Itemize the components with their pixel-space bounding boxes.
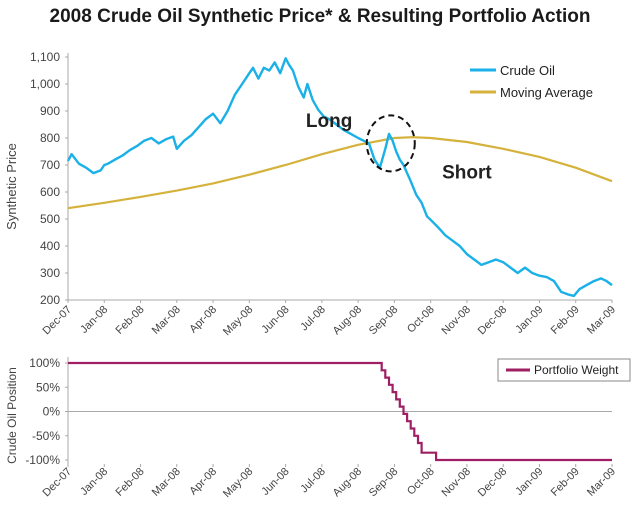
y-tick-label: 400: [40, 239, 60, 253]
chart-title: 2008 Crude Oil Synthetic Price* & Result…: [49, 6, 591, 27]
series-crude-oil: [66, 57, 613, 298]
y-tick-label: 900: [40, 104, 60, 118]
bottom-x-tick-label: Mar-09: [585, 466, 618, 499]
bottom-x-tick-label: Sep-08: [367, 466, 401, 500]
x-tick-label: Feb-09: [549, 304, 582, 337]
y-tick-label: 1,100: [30, 50, 60, 64]
y-axis-title: Synthetic Price: [4, 143, 19, 230]
x-tick-label: Feb-08: [114, 304, 147, 337]
bottom-x-tick-label: Jan-08: [78, 466, 110, 498]
bottom-x-tick-label: Jul-08: [298, 466, 328, 496]
bottom-x-tick-label: Mar-08: [150, 466, 183, 499]
x-tick-label: Mar-09: [585, 304, 618, 337]
legend-label-portfolio-weight: Portfolio Weight: [534, 363, 619, 377]
x-tick-label: Jan-09: [513, 304, 545, 336]
x-tick-label: Dec-07: [41, 304, 75, 338]
y-tick-label: 500: [40, 212, 60, 226]
y-tick-label: 800: [40, 131, 60, 145]
bottom-x-tick-label: May-08: [221, 466, 255, 500]
bottom-y-tick-label: -100%: [25, 453, 60, 467]
x-tick-label: Jan-08: [78, 304, 110, 336]
series-portfolio-weight: [68, 361, 612, 462]
bottom-y-tick-label: 50%: [36, 380, 60, 394]
x-tick-label: Apr-08: [187, 304, 219, 336]
x-tick-label: Oct-08: [405, 304, 437, 336]
bottom-y-axis-title: Crude Oil Position: [5, 367, 19, 464]
bottom-y-tick-label: -50%: [32, 429, 60, 443]
x-tick-label: May-08: [221, 304, 255, 338]
annotation-short: Short: [442, 163, 492, 184]
bottom-x-tick-label: Dec-08: [476, 466, 510, 500]
x-tick-label: Mar-08: [150, 304, 183, 337]
crossover-highlight-circle: [365, 114, 416, 173]
bottom-x-tick-label: Dec-07: [41, 466, 75, 500]
annotation-long: Long: [306, 111, 352, 132]
legend-box: [497, 358, 631, 382]
bottom-y-tick-label: 100%: [29, 356, 60, 370]
x-tick-label: Aug-08: [331, 304, 365, 338]
x-tick-label: Jun-08: [259, 304, 291, 336]
y-tick-label: 700: [40, 158, 60, 172]
bottom-x-tick-label: Jun-08: [259, 466, 291, 498]
bottom-y-tick-label: 0%: [43, 405, 61, 419]
y-tick-label: 200: [40, 293, 60, 307]
y-tick-label: 300: [40, 266, 60, 280]
legend-label-crude-oil: Crude Oil: [500, 63, 555, 78]
bottom-x-tick-label: Oct-08: [405, 466, 437, 498]
y-tick-label: 1,000: [30, 77, 60, 91]
legend-label-moving-average: Moving Average: [500, 85, 593, 100]
bottom-x-tick-label: Apr-08: [187, 466, 219, 498]
bottom-x-tick-label: Nov-08: [439, 466, 473, 500]
series-moving-average: [67, 136, 613, 210]
x-tick-label: Jul-08: [298, 304, 328, 334]
bottom-x-tick-label: Feb-09: [549, 466, 582, 499]
bottom-x-tick-label: Aug-08: [331, 466, 365, 500]
bottom-x-tick-label: Jan-09: [513, 466, 545, 498]
y-tick-label: 600: [40, 185, 60, 199]
x-tick-label: Dec-08: [476, 304, 510, 338]
bottom-x-tick-label: Feb-08: [114, 466, 147, 499]
x-tick-label: Nov-08: [439, 304, 473, 338]
x-tick-label: Sep-08: [367, 304, 401, 338]
